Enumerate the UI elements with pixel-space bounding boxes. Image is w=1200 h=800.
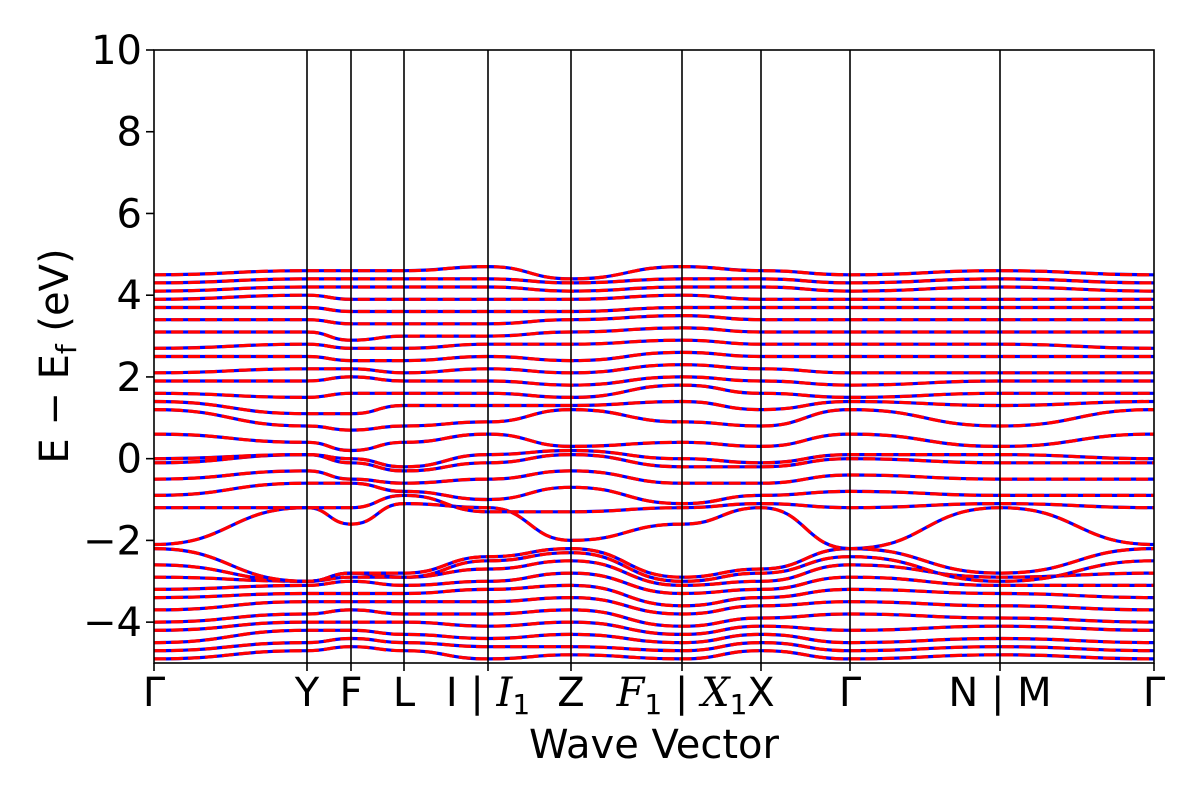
y-axis-label-main: E − E (32, 354, 78, 464)
y-tick-label: 4 (117, 273, 142, 319)
band-21-spin-down (154, 383, 1154, 400)
band-6-spin-down (154, 595, 1154, 616)
band-16-spin-down (154, 452, 1154, 473)
band-28-spin-down (154, 305, 1154, 314)
band-17-spin-down (154, 448, 1154, 469)
y-axis: −4 −2 0 2 4 6 8 10 (83, 28, 154, 646)
y-tick-label: −4 (83, 600, 142, 646)
band-25-spin-down (154, 338, 1154, 350)
band-1-spin-down (154, 645, 1154, 661)
bands-group (154, 264, 1154, 661)
band-31-spin-down (154, 277, 1154, 285)
band-20-spin-down (154, 399, 1154, 416)
y-tick-label: 2 (117, 355, 142, 401)
band-24-spin-down (154, 350, 1154, 363)
x-tick-label: Γ (839, 670, 862, 716)
y-axis-label-unit: (eV) (32, 248, 78, 344)
band-23-spin-down (154, 363, 1154, 375)
band-8-spin-down (154, 571, 1154, 596)
plot-frame (153, 49, 1155, 664)
band-3-spin-down (154, 628, 1154, 645)
band-29-spin-down (154, 293, 1154, 301)
y-tick-label: 0 (117, 437, 142, 483)
x-tick-label: I | I1 (446, 670, 530, 721)
y-tick-label: 8 (117, 110, 142, 156)
x-tick-label: Γ (1143, 670, 1166, 716)
x-tick-label: F (339, 670, 362, 716)
x-tick-label: N | M (948, 670, 1051, 716)
x-tick-label: L (393, 670, 416, 716)
band-30-spin-down (154, 285, 1154, 293)
band-12-spin-up (154, 501, 1154, 551)
band-27-spin-down (154, 313, 1154, 326)
x-tick-label: F1 | X1 (616, 670, 748, 721)
band-18-spin-down (154, 432, 1154, 453)
x-tick-label: Γ (143, 670, 166, 716)
band-26-spin-down (154, 326, 1154, 342)
band-32-spin-down (154, 264, 1154, 281)
high-symmetry-lines (306, 50, 1001, 663)
y-axis-label: E − Ef (eV) (32, 248, 83, 463)
y-axis-label-sub: f (50, 343, 83, 354)
band-5-spin-down (154, 608, 1154, 628)
band-12-spin-down (154, 501, 1154, 551)
x-axis-label: Wave Vector (529, 722, 780, 768)
y-tick-label: 6 (117, 191, 142, 237)
y-tick-label: 10 (91, 28, 142, 74)
band-7-spin-down (154, 583, 1154, 608)
band-11-spin-down (154, 546, 1154, 583)
band-2-spin-down (154, 636, 1154, 653)
x-tick-label: Z (557, 670, 584, 716)
y-tick-label: −2 (83, 518, 142, 564)
x-tick-label: Y (294, 670, 320, 716)
band-14-spin-down (154, 481, 1154, 506)
band-22-spin-down (154, 375, 1154, 387)
band-13-spin-down (154, 493, 1154, 514)
band-19-spin-down (154, 407, 1154, 432)
band-4-spin-down (154, 620, 1154, 637)
x-tick-label: X (747, 670, 774, 716)
band-15-spin-down (154, 469, 1154, 485)
